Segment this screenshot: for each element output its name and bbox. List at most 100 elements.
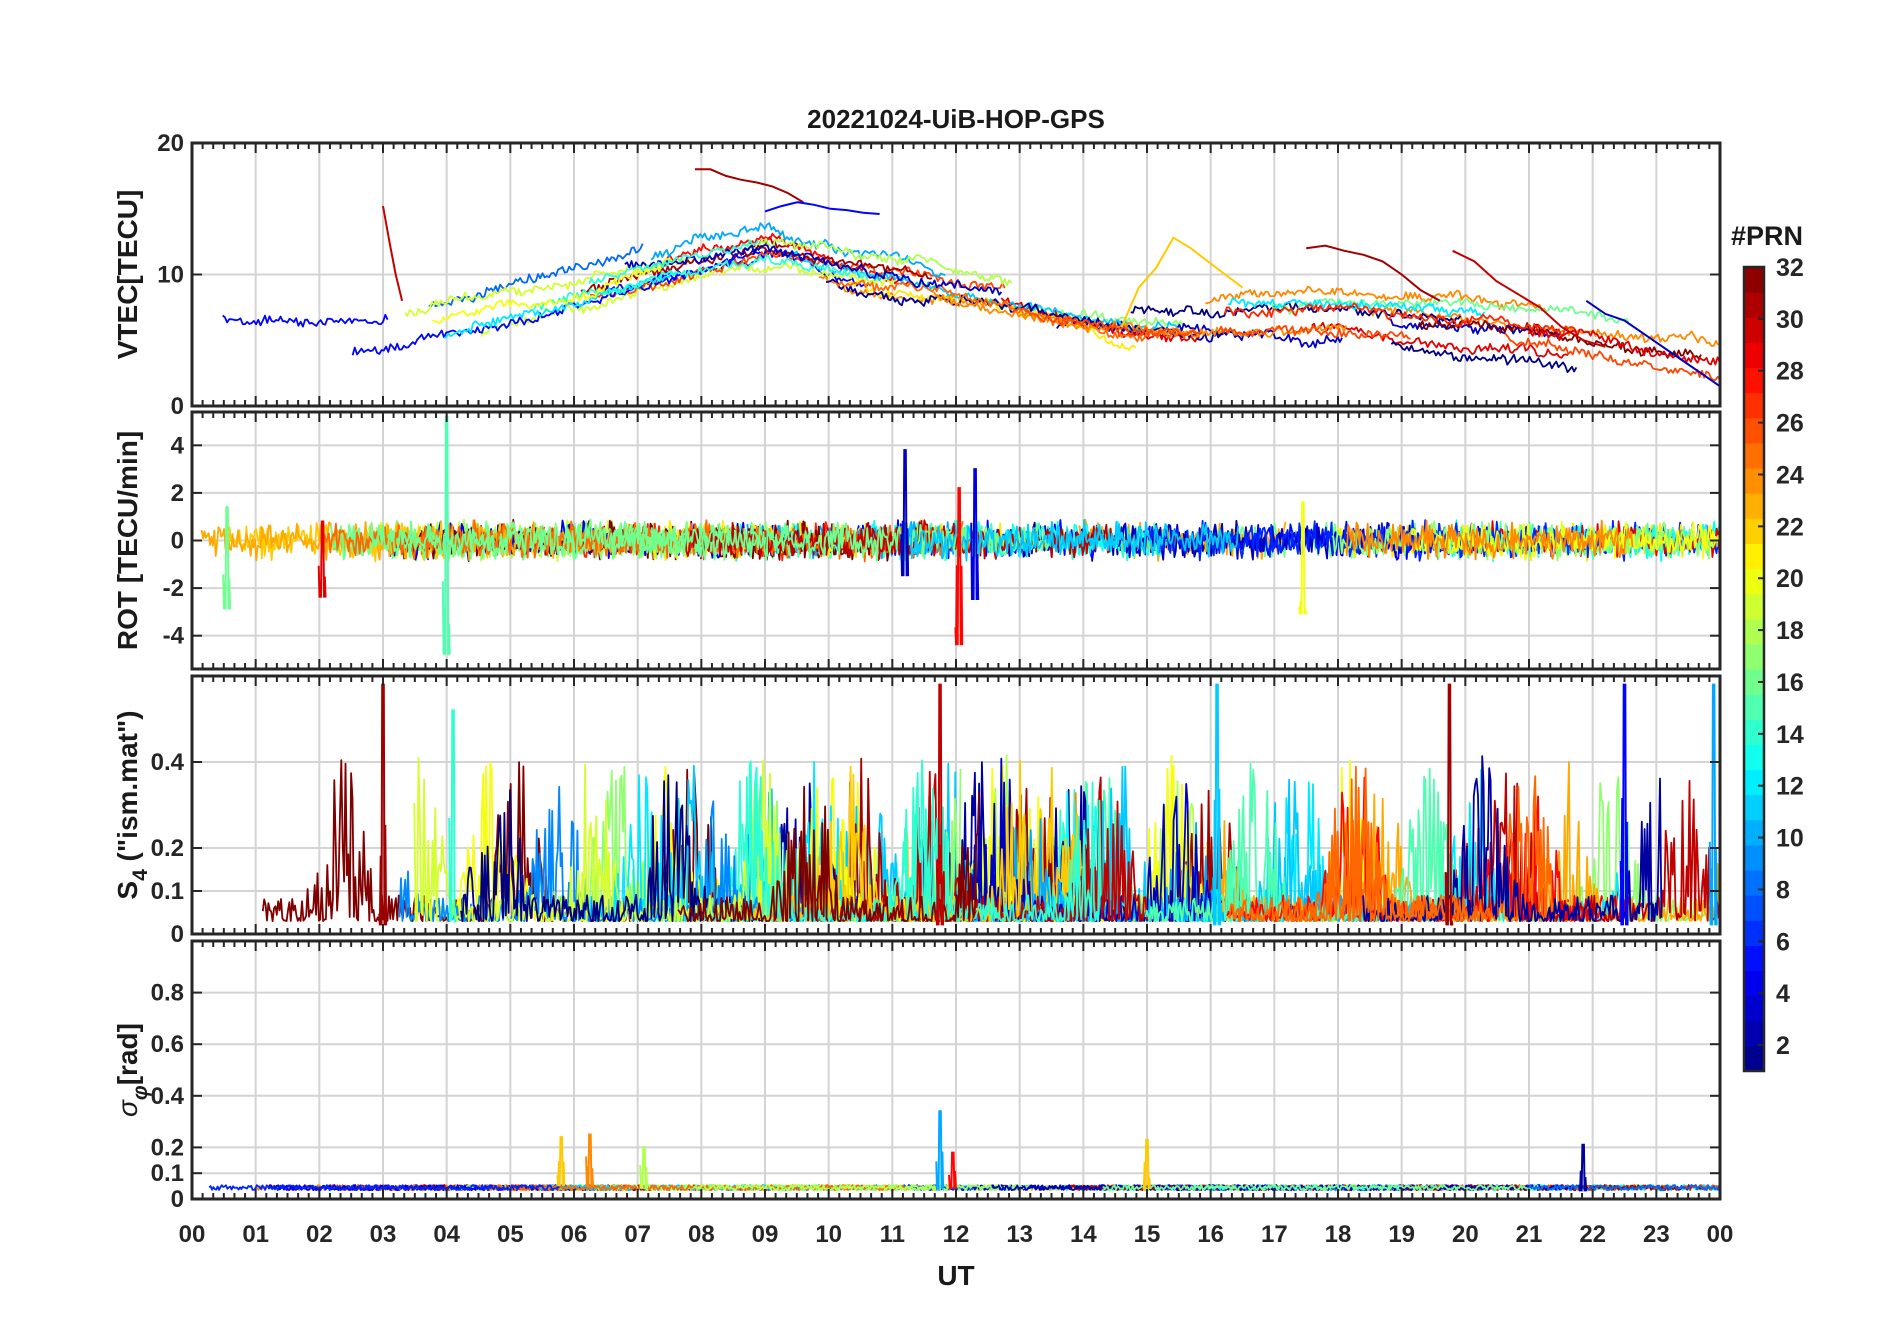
trace-prn-6 bbox=[208, 1184, 560, 1192]
trace-prn-26 bbox=[1011, 306, 1203, 338]
trace-prn-29 bbox=[1527, 328, 1720, 366]
x-tick-label: 11 bbox=[880, 1221, 905, 1248]
colorbar-tick-label: 10 bbox=[1776, 825, 1804, 853]
trace-segment-prn-5 bbox=[764, 201, 880, 215]
x-tick-label: 01 bbox=[242, 1221, 269, 1248]
colorbar-band bbox=[1744, 669, 1764, 695]
spike-prn-14 bbox=[448, 709, 457, 924]
trace-prn-28 bbox=[664, 232, 914, 286]
colorbar-tick-label: 8 bbox=[1776, 876, 1790, 904]
colorbar-band bbox=[1744, 468, 1764, 494]
x-tick-label: 15 bbox=[1134, 1221, 1161, 1248]
y-tick-label: 4 bbox=[171, 432, 185, 459]
trace-prn-8 bbox=[1527, 1184, 1720, 1192]
spike-prn-11 bbox=[1212, 683, 1222, 926]
colorbar-tick-label: 6 bbox=[1776, 928, 1790, 956]
panel-s4-ylabel: S4 ("ism.mat") bbox=[112, 710, 152, 899]
trace-prn-20 bbox=[431, 258, 674, 324]
colorbar-band bbox=[1744, 995, 1764, 1022]
panel-sigma_phi-grid bbox=[192, 941, 1720, 1199]
spike-prn-30 bbox=[935, 683, 945, 926]
colorbar-tick-label: 18 bbox=[1776, 617, 1804, 645]
spike-prn-4 bbox=[970, 468, 980, 601]
spike-prn-10 bbox=[935, 1110, 945, 1191]
colorbar-title: #PRN bbox=[1731, 221, 1803, 251]
spike-prn-20 bbox=[1298, 501, 1307, 615]
y-tick-label: 0.2 bbox=[151, 835, 184, 862]
spike-prn-24 bbox=[585, 1133, 594, 1187]
colorbar-band bbox=[1744, 794, 1764, 821]
colorbar-band bbox=[1744, 392, 1764, 419]
ylabel-subscript: 4 bbox=[129, 869, 152, 881]
ylabel-rest: [rad] bbox=[112, 1023, 143, 1085]
y-tick-label: 0.1 bbox=[151, 1160, 184, 1187]
colorbar-tick-label: 26 bbox=[1776, 410, 1804, 438]
x-tick-label: 19 bbox=[1388, 1221, 1415, 1248]
x-tick-label: 09 bbox=[752, 1221, 779, 1248]
colorbar-band bbox=[1744, 442, 1764, 469]
panel-s4-traces bbox=[261, 683, 1720, 926]
trace-prn-27 bbox=[1223, 302, 1578, 337]
trace-prn-8 bbox=[428, 243, 644, 308]
colorbar-band bbox=[1744, 292, 1764, 318]
trace-segment-prn-31 bbox=[1306, 244, 1441, 302]
colorbar-band bbox=[1744, 643, 1764, 670]
colorbar-band bbox=[1744, 417, 1764, 444]
y-tick-label: 0 bbox=[171, 393, 184, 420]
colorbar-band bbox=[1744, 1020, 1764, 1047]
colorbar-tick-label: 22 bbox=[1776, 513, 1804, 541]
colorbar-band bbox=[1744, 518, 1764, 544]
y-tick-label: 0.8 bbox=[151, 980, 184, 1007]
colorbar-tick-label: 2 bbox=[1776, 1032, 1790, 1060]
x-tick-label: 10 bbox=[815, 1221, 842, 1248]
panel-rot-ylabel: ROT [TECU/min] bbox=[112, 431, 143, 650]
trace-prn-14 bbox=[588, 239, 760, 285]
spike-prn-28 bbox=[948, 1151, 957, 1190]
colorbar-band bbox=[1744, 1045, 1764, 1072]
colorbar-band bbox=[1744, 568, 1764, 595]
y-tick-label: 0.4 bbox=[151, 1083, 185, 1110]
colorbar-tick-label: 4 bbox=[1776, 980, 1790, 1008]
colorbar-band bbox=[1744, 694, 1764, 720]
panel-vtec-grid bbox=[192, 143, 1720, 406]
trace-prn-5 bbox=[351, 247, 761, 356]
colorbar-tick-label: 16 bbox=[1776, 669, 1804, 697]
trace-segment-prn-31 bbox=[695, 168, 804, 204]
spike-prn-29 bbox=[317, 520, 327, 598]
panel-sigma_phi-ylabel: σφ[rad] bbox=[112, 1023, 152, 1117]
panel-s4: 00.10.20.4S4 ("ism.mat") bbox=[112, 674, 1722, 948]
spike-prn-16 bbox=[222, 506, 232, 610]
trace-prn-12 bbox=[443, 270, 679, 339]
x-tick-label: 18 bbox=[1325, 1221, 1352, 1248]
colorbar-band bbox=[1744, 920, 1764, 946]
colorbar-band bbox=[1744, 618, 1764, 645]
trace-prn-2 bbox=[825, 278, 1231, 343]
panel-rot: -4 -2 0 2 4 ROT [TECU/min] bbox=[112, 410, 1722, 671]
trace-prn-18 bbox=[743, 237, 1012, 287]
x-tick-label: 23 bbox=[1643, 1221, 1670, 1248]
trace-prn-26 bbox=[1503, 331, 1720, 382]
x-tick-label: 00 bbox=[1707, 1221, 1734, 1248]
trace-prn-25 bbox=[320, 519, 632, 560]
x-tick-label: 02 bbox=[306, 1221, 333, 1248]
x-tick-label: 14 bbox=[1070, 1221, 1097, 1248]
x-tick-label: 17 bbox=[1261, 1221, 1288, 1248]
colorbar-band bbox=[1744, 970, 1764, 997]
trace-prn-14 bbox=[741, 760, 1102, 922]
trace-segment-prn-30 bbox=[382, 205, 404, 302]
x-tick-label: 03 bbox=[370, 1221, 397, 1248]
trace-segment-prn-30 bbox=[1452, 249, 1606, 348]
y-tick-label: 0 bbox=[171, 528, 184, 555]
colorbar-band bbox=[1744, 895, 1764, 921]
trace-prn-15 bbox=[1144, 762, 1482, 922]
colorbar-tick-label: 14 bbox=[1776, 721, 1804, 749]
panel-rot-traces bbox=[200, 415, 1720, 655]
colorbar-band bbox=[1744, 267, 1764, 293]
spike-prn-22 bbox=[1142, 1138, 1152, 1192]
x-tick-label: 04 bbox=[433, 1221, 460, 1248]
panel-vtec-ticks: 0 10 20 bbox=[157, 130, 1721, 420]
ylabel-main: σ bbox=[112, 1099, 143, 1117]
spike-prn-18 bbox=[639, 1146, 649, 1189]
spike-prn-31 bbox=[1444, 683, 1454, 926]
x-tick-label: 16 bbox=[1197, 1221, 1224, 1248]
